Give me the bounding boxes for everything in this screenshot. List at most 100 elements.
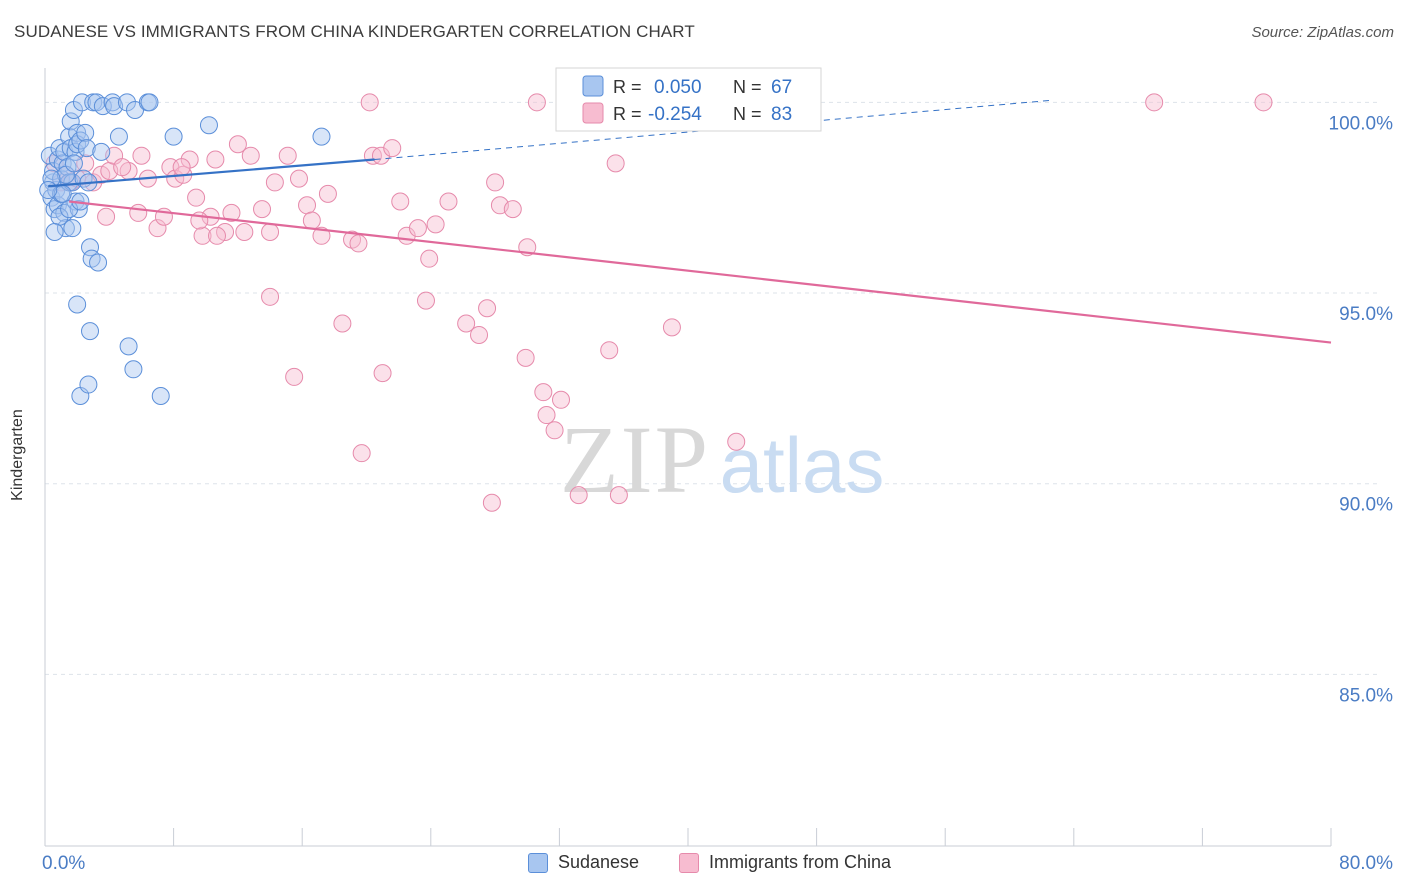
- sudanese-point: [79, 375, 98, 394]
- watermark-zip: ZIP: [560, 406, 710, 513]
- y-tick-label: 85.0%: [1339, 685, 1393, 706]
- china-point: [97, 207, 116, 226]
- watermark-atlas: atlas: [720, 421, 885, 509]
- china-trend-line: [68, 200, 1332, 344]
- y-tick-label: 100.0%: [1329, 113, 1394, 134]
- china-point: [727, 432, 746, 451]
- china-point: [312, 226, 331, 245]
- china-point: [439, 192, 458, 211]
- sudanese-point: [63, 219, 82, 238]
- legend-swatch-china: [582, 102, 604, 124]
- sudanese-point: [89, 253, 108, 272]
- sudanese-point: [64, 154, 83, 173]
- x-tick-label-min: 0.0%: [42, 853, 85, 874]
- sudanese-point: [151, 386, 170, 405]
- china-point: [391, 192, 410, 211]
- legend-n-value-china: 83: [771, 104, 792, 125]
- legend-r-label-china: R =: [613, 104, 642, 124]
- sudanese-trend-extension: [374, 99, 1050, 161]
- sudanese-point: [39, 181, 58, 200]
- china-point: [298, 196, 317, 215]
- china-point: [470, 325, 489, 344]
- correlation-legend: R = 0.050 N = 67 R = -0.254 N = 83: [555, 67, 822, 132]
- sudanese-point: [66, 142, 85, 161]
- china-point: [349, 234, 368, 253]
- china-point: [333, 314, 352, 333]
- china-point: [662, 318, 681, 337]
- china-point: [285, 367, 304, 386]
- china-point: [352, 444, 371, 463]
- china-point: [132, 146, 151, 165]
- sudanese-point: [77, 139, 96, 158]
- china-point: [289, 169, 308, 188]
- legend-r-value-sudanese: 0.050: [654, 77, 702, 98]
- china-point: [253, 200, 272, 219]
- x-tick-label-max: 80.0%: [1339, 853, 1393, 874]
- china-point: [482, 493, 501, 512]
- y-tick-label: 95.0%: [1339, 304, 1393, 325]
- china-point: [261, 287, 280, 306]
- china-point: [516, 348, 535, 367]
- sudanese-point: [68, 295, 87, 314]
- series-legend-item-sudanese: Sudanese: [528, 852, 639, 873]
- chart-title: SUDANESE VS IMMIGRANTS FROM CHINA KINDER…: [14, 22, 695, 41]
- china-point: [1145, 93, 1164, 112]
- china-point: [1254, 93, 1273, 112]
- sudanese-trend-line: [48, 158, 375, 188]
- sudanese-point: [69, 200, 88, 219]
- series-legend-label-china: Immigrants from China: [709, 852, 892, 872]
- china-point: [206, 150, 225, 169]
- china-point: [383, 139, 402, 158]
- china-point: [600, 341, 619, 360]
- china-point: [113, 158, 132, 177]
- china-point: [228, 135, 247, 154]
- y-tick-label: 90.0%: [1339, 495, 1393, 516]
- sudanese-point: [199, 116, 218, 135]
- china-point: [318, 184, 337, 203]
- china-point: [609, 486, 628, 505]
- sudanese-point: [312, 127, 331, 146]
- china-point: [261, 222, 280, 241]
- china-point: [420, 249, 439, 268]
- china-point: [527, 93, 546, 112]
- series-immigrants-from-china: [45, 93, 1273, 512]
- china-point: [534, 383, 553, 402]
- series-legend-swatch-sudanese: [528, 852, 548, 873]
- legend-n-label-sudanese: N =: [733, 77, 762, 97]
- grid-layer: [45, 101, 1381, 675]
- china-point: [552, 390, 571, 409]
- sudanese-point: [164, 127, 183, 146]
- china-point: [172, 158, 191, 177]
- axis-layer: 100.0% 95.0% 90.0% 85.0% 0.0% 80.0%: [42, 68, 1393, 874]
- china-point: [129, 203, 148, 222]
- sudanese-point: [119, 337, 138, 356]
- china-point: [486, 173, 505, 192]
- china-point: [193, 226, 212, 245]
- legend-n-label-china: N =: [733, 104, 762, 124]
- legend-n-value-sudanese: 67: [771, 77, 792, 98]
- sudanese-point: [81, 238, 100, 257]
- sudanese-point: [92, 142, 111, 161]
- trend-layer: [48, 99, 1332, 344]
- sudanese-point: [56, 219, 75, 238]
- china-point: [569, 486, 588, 505]
- sudanese-point: [109, 127, 128, 146]
- chart-source: Source: ZipAtlas.com: [1251, 24, 1394, 41]
- china-point: [187, 188, 206, 207]
- china-point: [302, 211, 321, 230]
- series-legend: Sudanese Immigrants from China: [0, 852, 1406, 878]
- sudanese-point: [45, 222, 64, 241]
- china-point: [416, 291, 435, 310]
- china-point: [235, 222, 254, 241]
- sudanese-point: [140, 93, 159, 112]
- china-point: [278, 146, 297, 165]
- china-point: [457, 314, 476, 333]
- china-point: [360, 93, 379, 112]
- sudanese-point: [76, 123, 95, 142]
- sudanese-point: [48, 196, 67, 215]
- china-point: [265, 173, 284, 192]
- legend-r-value-china: -0.254: [648, 104, 702, 125]
- sudanese-point: [42, 169, 61, 188]
- china-point: [373, 364, 392, 383]
